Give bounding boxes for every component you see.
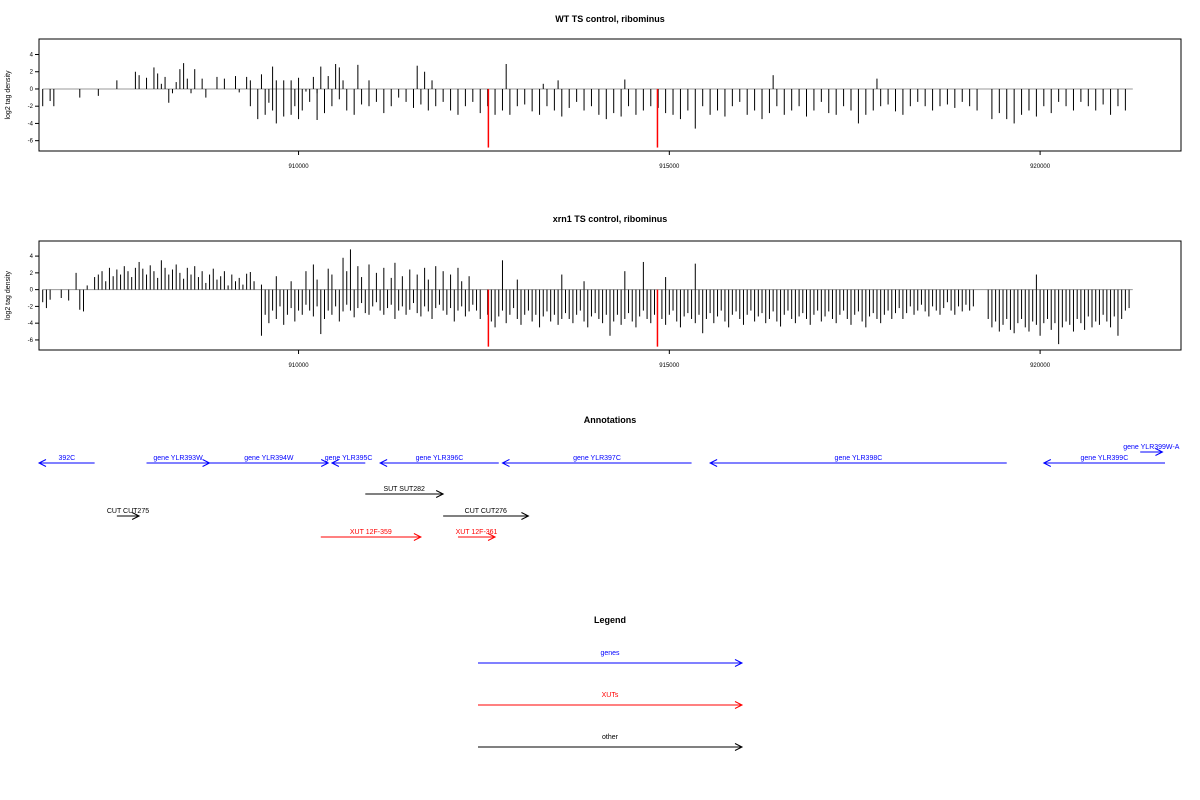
feature-arrow-head: [487, 533, 497, 541]
feature-arrow-head: [330, 459, 340, 467]
chart-panel-0: WT TS control, ribominus log2 tag density…: [5, 14, 1182, 170]
x-tick-label: 910000: [289, 164, 310, 170]
chart-title: WT TS control, ribominus: [555, 14, 665, 24]
feature-label: 392C: [58, 455, 75, 462]
feature-label: gene YLR399C: [1081, 455, 1129, 462]
feature-arrow-head: [378, 459, 388, 467]
legend-label: other: [602, 734, 619, 741]
feature-arrow-head: [435, 490, 445, 498]
x-tick-label: 920000: [1030, 363, 1051, 369]
legend-arrow-head: [734, 701, 744, 709]
y-tick-label: 2: [30, 271, 34, 277]
y-tick-label: 0: [30, 288, 34, 294]
x-tick-label: 910000: [289, 363, 310, 369]
legend-panel: Legend genes XUTs other: [478, 615, 744, 751]
y-tick-label: -2: [28, 104, 34, 110]
feature-label: gene YLR396C: [416, 455, 464, 462]
y-tick-label: -4: [28, 321, 34, 327]
x-tick-label: 915000: [659, 164, 680, 170]
y-axis-label: log2 tag density: [5, 270, 12, 320]
feature-label: gene YLR399W-A: [1123, 444, 1179, 451]
y-tick-label: -4: [28, 121, 34, 127]
feature-label: gene YLR394W: [244, 455, 294, 462]
legend-arrow-head: [734, 659, 744, 667]
feature-label: gene YLR395C: [325, 455, 373, 462]
y-tick-label: 2: [30, 70, 34, 76]
x-tick-label: 920000: [1030, 164, 1051, 170]
y-tick-label: -6: [28, 139, 34, 145]
x-tick-label: 915000: [659, 363, 680, 369]
y-tick-label: 0: [30, 87, 34, 93]
feature-arrow-head: [1155, 448, 1164, 456]
feature-arrow-head: [708, 459, 718, 467]
annotations-panel: Annotations 392C gene YLR393W gene YLR394W g…: [37, 415, 1180, 541]
chart-title: xrn1 TS control, ribominus: [553, 214, 668, 224]
plot-frame: [38, 38, 1182, 152]
legend-arrow-head: [734, 743, 744, 751]
feature-label: CUT CUT275: [107, 508, 149, 515]
plot-frame: [38, 240, 1182, 351]
feature-label: gene YLR393W: [153, 455, 203, 462]
feature-label: XUT 12F-359: [350, 529, 392, 536]
feature-label: SUT SUT282: [383, 486, 425, 493]
legend-title: Legend: [594, 615, 626, 625]
feature-arrow-head: [1042, 459, 1052, 467]
feature-arrow-head: [501, 459, 510, 467]
feature-label: gene YLR398C: [835, 455, 883, 462]
annotations-title: Annotations: [584, 415, 637, 425]
y-tick-label: 4: [30, 254, 34, 260]
y-axis-label: log2 tag density: [5, 70, 12, 120]
y-tick-label: -6: [28, 338, 34, 344]
feature-arrow-head: [320, 459, 330, 467]
feature-arrow-head: [131, 512, 141, 520]
chart-panel-1: xrn1 TS control, ribominus log2 tag densi…: [5, 214, 1182, 369]
y-tick-label: 4: [30, 53, 34, 59]
feature-label: CUT CUT276: [465, 508, 507, 515]
legend-label: XUTs: [602, 692, 619, 699]
feature-arrow-head: [37, 459, 47, 467]
feature-label: gene YLR397C: [573, 455, 621, 462]
y-tick-label: -2: [28, 304, 34, 310]
feature-arrow-head: [413, 533, 423, 541]
feature-label: XUT 12F-361: [456, 529, 498, 536]
legend-label: genes: [600, 650, 620, 657]
feature-arrow-head: [521, 512, 530, 520]
